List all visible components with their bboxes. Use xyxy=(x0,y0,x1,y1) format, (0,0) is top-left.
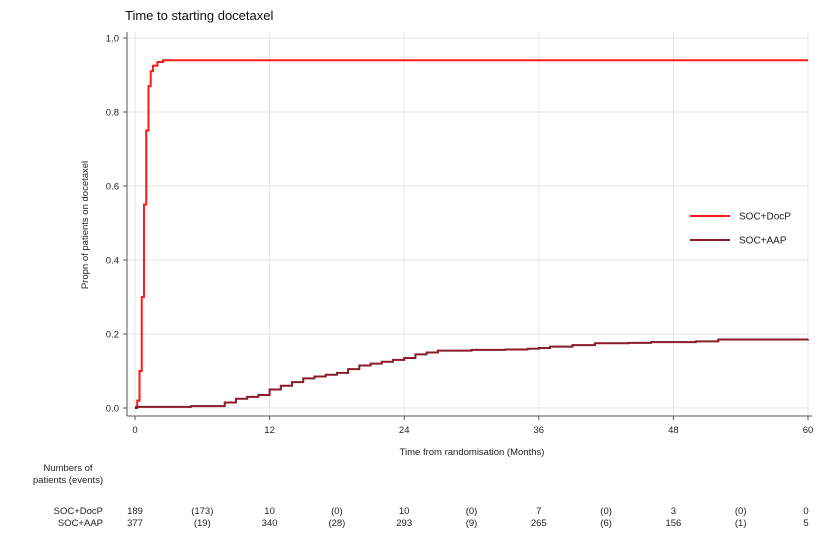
y-tick-label: 0.8 xyxy=(106,108,119,119)
x-tick-label: 24 xyxy=(399,425,410,436)
y-tick-label: 0.6 xyxy=(106,182,119,193)
risk-cell: 3 xyxy=(670,506,677,517)
legend-label-1: SOC+DocP xyxy=(739,212,791,223)
risk-cell: (0) xyxy=(465,506,478,517)
grid-lines xyxy=(127,32,809,416)
risk-cell: 10 xyxy=(264,506,275,517)
risk-cell: 0 xyxy=(803,506,809,517)
y-tick-label: 0.2 xyxy=(106,330,119,341)
risk-row-label-1: SOC+DocP xyxy=(53,506,103,517)
x-tick-label: 48 xyxy=(668,425,679,436)
risk-cell: (0) xyxy=(600,506,612,517)
x-tick-label: 0 xyxy=(132,425,137,436)
risk-cell: 10 xyxy=(398,506,410,517)
y-tick-label: 0.4 xyxy=(106,256,119,267)
risk-cell: 189 xyxy=(127,506,143,517)
risk-cell: (0) xyxy=(331,506,343,517)
y-axis-label: Propn of patients on docetaxel xyxy=(80,161,91,289)
x-axis-label: Time from randomisation (Months) xyxy=(400,447,545,458)
axes xyxy=(123,32,812,420)
y-tick-label: 0.0 xyxy=(106,404,119,415)
legend-label-2: SOC+AAP xyxy=(739,236,787,247)
risk-cell: (28) xyxy=(328,518,346,529)
risk-cell: (173) xyxy=(191,506,214,517)
y-tick-label: 1.0 xyxy=(106,34,119,45)
risk-cell: 377 xyxy=(127,518,143,529)
risk-cell: 7 xyxy=(536,506,542,517)
series-line-2 xyxy=(135,338,809,409)
risk-cell: 156 xyxy=(665,518,682,529)
x-tick-label: 60 xyxy=(803,425,814,436)
risk-cell: (6) xyxy=(600,518,612,529)
chart-title: Time to starting docetaxel xyxy=(125,8,274,23)
tick-labels: 0 12 24 36 48 60 0.0 0.2 0.4 0.6 0.8 1.0 xyxy=(106,34,814,437)
legend: SOC+DocP SOC+AAP xyxy=(690,212,791,247)
risk-cell: 293 xyxy=(396,518,413,529)
risk-cell: (1) xyxy=(734,518,747,529)
series-lines xyxy=(135,59,809,409)
x-tick-label: 12 xyxy=(264,425,275,436)
risk-cell: 340 xyxy=(261,518,278,529)
risk-cell: 265 xyxy=(530,518,547,529)
series-line-1 xyxy=(135,59,808,409)
risk-table-header-2: patients (events) xyxy=(32,475,104,486)
risk-cell: (0) xyxy=(734,506,747,517)
risk-row-label-2: SOC+AAP xyxy=(57,518,103,529)
risk-cell: (9) xyxy=(465,518,478,529)
risk-table-header-1: Numbers of xyxy=(43,463,93,474)
x-tick-label: 36 xyxy=(534,425,545,436)
risk-cell: (19) xyxy=(193,518,211,529)
risk-cell: 5 xyxy=(803,518,809,529)
